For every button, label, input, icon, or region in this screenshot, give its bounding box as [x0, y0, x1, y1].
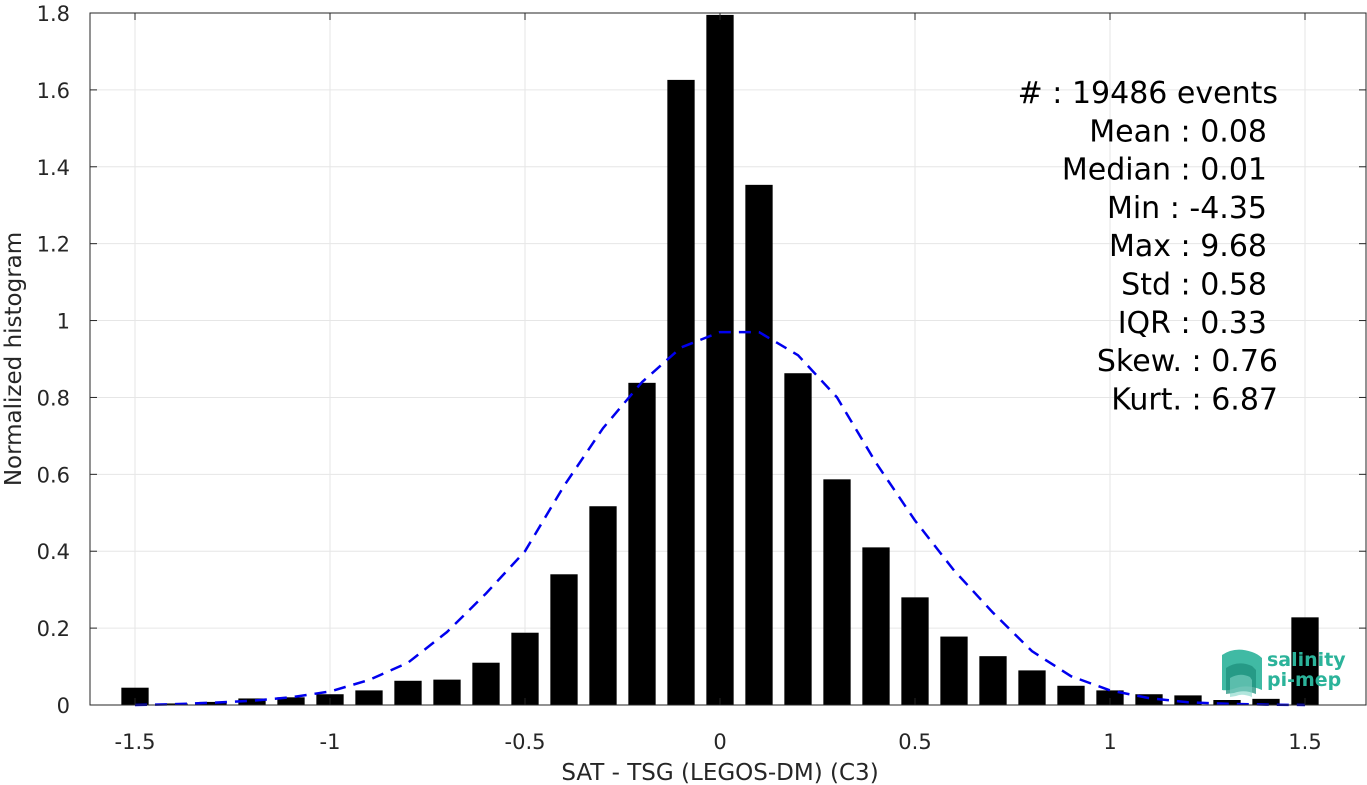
histogram-bar [862, 547, 890, 705]
histogram-bar [277, 697, 305, 705]
histogram-bar [394, 680, 422, 705]
bars [121, 14, 1319, 706]
histogram-bar [355, 690, 383, 705]
stats-line: Median : 0.01 [1062, 153, 1267, 188]
stats-line: # : 19486 events [1018, 76, 1278, 111]
stats-line: Max : 9.68 [1109, 229, 1267, 264]
y-tick-label: 0.2 [37, 617, 70, 641]
histogram-bar [1213, 700, 1241, 705]
y-tick-label: 1.6 [37, 79, 70, 103]
stats-line: Min : -4.35 [1107, 191, 1267, 226]
stats-line: Kurt. : 6.87 [1111, 382, 1278, 417]
histogram-bar [433, 679, 461, 705]
histogram-bar [1291, 617, 1319, 705]
stats-line: IQR : 0.33 [1118, 306, 1267, 341]
y-axis-label: Normalized histogram [1, 232, 27, 486]
x-tick-labels: -1.5 -1 -0.5 0 0.5 1 1.5 [115, 730, 1322, 754]
y-tick-label: 1.4 [37, 156, 70, 180]
x-tick-label: 0.5 [898, 730, 931, 754]
histogram-bar [667, 79, 695, 706]
x-axis-label: SAT - TSG (LEGOS-DM) (C3) [561, 760, 878, 785]
y-tick-label: 0.8 [37, 386, 70, 410]
histogram-bar [238, 698, 266, 705]
plot-frame [89, 12, 1367, 706]
histogram-bar [121, 687, 149, 705]
histogram-bar [901, 597, 929, 705]
histogram-bar [1096, 690, 1124, 705]
histogram-bar [745, 184, 773, 705]
histogram-bar [1057, 685, 1085, 705]
histogram-bar [940, 636, 968, 705]
fit-curve [134, 330, 1306, 707]
stats-line: Std : 0.58 [1121, 268, 1267, 303]
y-tick-labels: 0 0.2 0.4 0.6 0.8 1 1.2 1.4 1.6 1.8 [37, 2, 70, 718]
histogram-bar [823, 479, 851, 705]
histogram-bar [1135, 694, 1163, 705]
logo-line1: salinity [1267, 649, 1346, 671]
histogram-bar [1252, 698, 1280, 705]
histogram-bar [706, 14, 734, 705]
x-tick-label: -0.5 [505, 730, 546, 754]
y-tick-label: 0.4 [37, 540, 70, 564]
histogram-bar [628, 382, 656, 705]
histogram-bar [589, 506, 617, 705]
histogram-bar [472, 662, 500, 705]
histogram-bar [979, 656, 1007, 705]
histogram-bar [550, 574, 578, 705]
y-tick-label: 1 [57, 310, 70, 334]
x-tick-label: 1 [1103, 730, 1116, 754]
x-tick-label: 0 [713, 730, 726, 754]
x-tick-label: 1.5 [1288, 730, 1321, 754]
histogram-bar [1018, 670, 1046, 705]
ticks [90, 12, 1366, 706]
histogram-bar [511, 632, 539, 705]
y-tick-label: 0 [57, 694, 70, 718]
histogram-bar [199, 701, 227, 705]
y-tick-label: 1.2 [37, 233, 70, 257]
logo-line2: pi-mep [1267, 669, 1341, 691]
x-tick-label: -1 [320, 730, 341, 754]
stats-line: Mean : 0.08 [1089, 114, 1267, 149]
stats-line: Skew. : 0.76 [1097, 344, 1278, 379]
histogram-bar [1174, 695, 1202, 705]
salinity-pimep-logo: salinity pi-mep [1222, 649, 1346, 697]
y-tick-label: 0.6 [37, 463, 70, 487]
x-tick-label: -1.5 [115, 730, 156, 754]
wave-logo-icon [1222, 649, 1262, 697]
y-tick-label: 1.8 [37, 2, 70, 26]
histogram-bar [784, 373, 812, 705]
histogram-bar [160, 703, 188, 705]
